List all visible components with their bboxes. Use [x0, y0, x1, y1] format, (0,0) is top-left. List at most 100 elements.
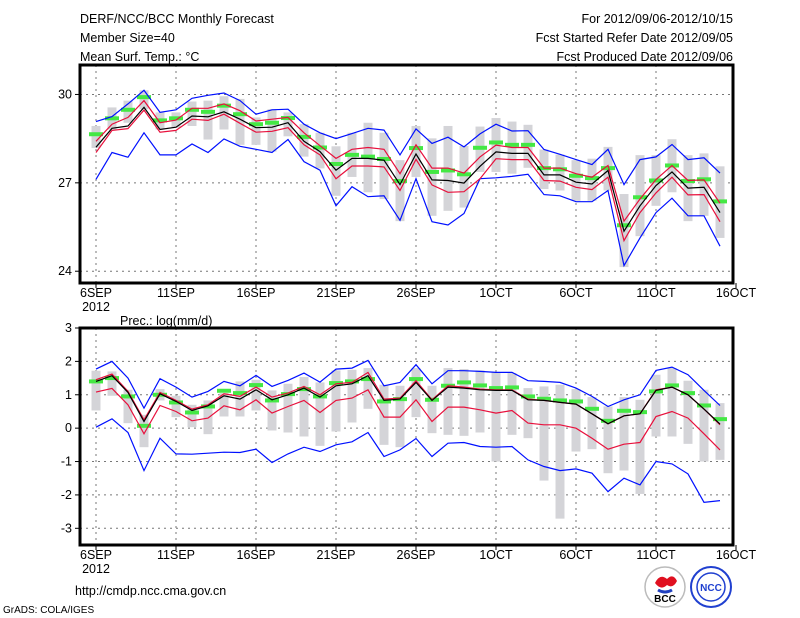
member-range-bar: [699, 153, 709, 216]
y-tick-label: 27: [58, 176, 72, 190]
member-range-bar: [603, 406, 613, 474]
member-min-line: [95, 418, 721, 503]
ensemble-mean-line: [95, 374, 721, 425]
observed-marker: [249, 383, 263, 388]
member-range-bar: [443, 368, 453, 435]
member-range-bar: [539, 386, 549, 481]
member-range-bar: [363, 368, 373, 409]
observed-marker: [665, 383, 679, 388]
member-range-bar: [555, 384, 565, 519]
x-tick-label: 11SEP: [157, 286, 195, 300]
member-range-bar: [139, 414, 149, 448]
precip-chart-title: Prec.: log(mm/d): [120, 314, 212, 328]
x-tick-label: 6OCT: [559, 286, 593, 300]
y-tick-label: -3: [61, 521, 72, 535]
observed-marker: [297, 387, 311, 392]
y-tick-label: 1: [65, 388, 72, 402]
x-tick-label: 6SEP: [80, 548, 112, 562]
observed-marker: [457, 380, 471, 385]
observed-marker: [265, 398, 279, 403]
observed-marker: [329, 161, 343, 166]
member-range-bar: [219, 96, 229, 130]
observed-marker: [89, 132, 103, 137]
x-tick-label: 6OCT: [559, 548, 593, 562]
x-year-label: 2012: [82, 300, 110, 314]
observed-marker: [585, 176, 599, 181]
observed-marker: [265, 120, 279, 125]
y-tick-label: 0: [65, 421, 72, 435]
observed-marker: [201, 109, 215, 114]
variable-label: Mean Surf. Temp.: °C: [80, 50, 199, 64]
upper-spread-line: [95, 99, 721, 223]
observed-marker: [89, 379, 103, 384]
x-tick-label: 11OCT: [636, 286, 676, 300]
member-range-bar: [251, 117, 261, 145]
observed-marker: [137, 423, 151, 428]
observed-marker: [185, 107, 199, 112]
member-range-bar: [315, 382, 325, 446]
x-tick-label: 16OCT: [716, 548, 757, 562]
member-range-bar: [507, 373, 517, 435]
y-tick-label: 3: [65, 321, 72, 335]
observed-marker: [569, 173, 583, 178]
observed-marker: [297, 134, 311, 139]
member-range-bar: [187, 404, 197, 428]
observed-marker: [345, 152, 359, 157]
x-tick-label: 16SEP: [237, 286, 276, 300]
figure-title: DERF/NCC/BCC Monthly Forecast: [80, 12, 274, 26]
observed-marker: [329, 381, 343, 386]
observed-marker: [249, 122, 263, 127]
observed-marker: [713, 199, 727, 204]
observed-marker: [473, 145, 487, 150]
observed-marker: [633, 195, 647, 200]
observed-marker: [393, 179, 407, 184]
source-url[interactable]: http://cmdp.ncc.cma.gov.cn: [75, 584, 226, 598]
member-range-bar: [379, 384, 389, 445]
observed-marker: [617, 223, 631, 228]
observed-marker: [169, 400, 183, 405]
y-tick-label: 30: [58, 87, 72, 101]
observed-marker: [601, 418, 615, 423]
observed-marker: [121, 394, 135, 399]
y-tick-label: -2: [61, 488, 72, 502]
member-range-bar: [699, 389, 709, 462]
member-range-bar: [267, 390, 277, 431]
precipitation-chart: 6SEP 11SEP 16SEP 21SEP 26SEP 1OCT 6OCT 11OCT 16O…: [61, 321, 757, 576]
observed-marker: [105, 376, 119, 381]
observed-marker: [537, 396, 551, 401]
member-range-bar: [475, 370, 485, 433]
member-range-bar: [667, 368, 677, 437]
member-size: Member Size=40: [80, 31, 175, 45]
x-tick-label: 16SEP: [237, 548, 276, 562]
plot-frame: [78, 326, 735, 547]
member-range-bar: [331, 146, 341, 196]
observed-marker: [489, 140, 503, 145]
member-range-bar: [299, 377, 309, 437]
observed-marker: [569, 399, 583, 404]
observed-marker: [457, 172, 471, 177]
observed-marker: [121, 107, 135, 112]
member-range-bar: [379, 132, 389, 200]
observed-marker: [217, 388, 231, 393]
observed-marker: [553, 167, 567, 172]
member-range-bar: [427, 385, 437, 434]
x-tick-label: 11OCT: [636, 548, 676, 562]
member-range-bar: [635, 399, 645, 494]
observed-marker: [585, 406, 599, 411]
member-range-bar: [267, 109, 277, 152]
member-range-bar: [555, 154, 565, 191]
member-range-bar: [235, 98, 245, 145]
bcc-logo: BCC: [644, 566, 686, 608]
observed-marker: [361, 377, 375, 382]
x-tick-label: 1OCT: [479, 548, 513, 562]
observed-marker: [281, 392, 295, 397]
observed-marker: [185, 410, 199, 415]
observed-marker: [377, 399, 391, 404]
member-range-bar: [523, 388, 533, 439]
member-max-line: [95, 89, 721, 186]
observed-marker: [409, 377, 423, 382]
observed-marker: [345, 379, 359, 384]
member-range-bar: [715, 403, 725, 460]
observed-marker: [697, 403, 711, 408]
